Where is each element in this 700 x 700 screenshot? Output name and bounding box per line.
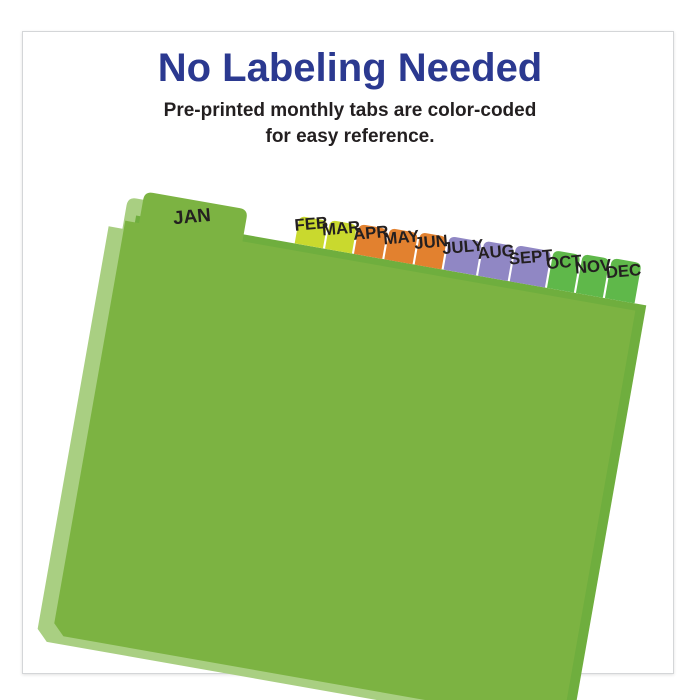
svg-text:DEC: DEC <box>605 260 642 282</box>
svg-text:JAN: JAN <box>172 205 211 229</box>
